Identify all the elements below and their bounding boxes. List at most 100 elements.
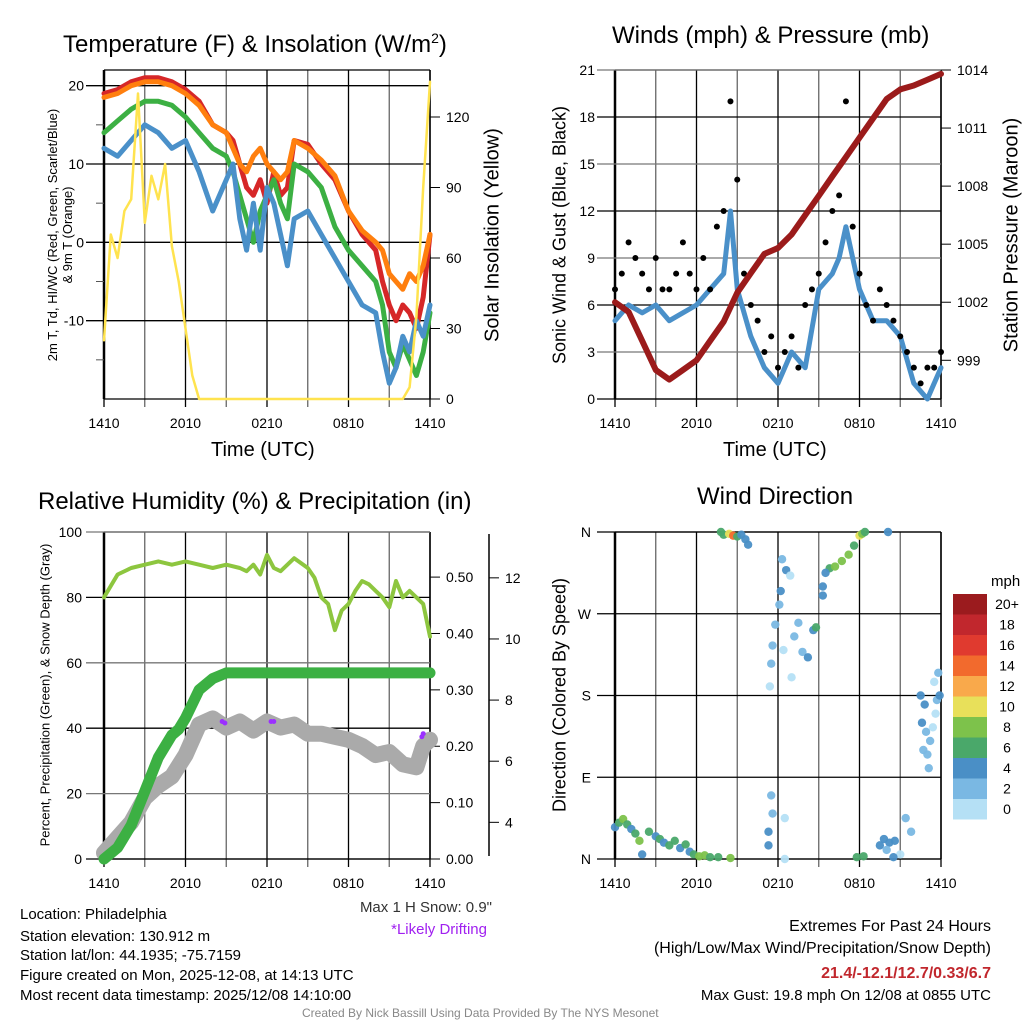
gust-point xyxy=(639,270,646,277)
y2-tick-label: 1008 xyxy=(957,178,988,194)
y-tick-label: 18 xyxy=(579,109,595,125)
direction-point xyxy=(821,568,830,578)
direction-point xyxy=(775,600,784,609)
direction-point xyxy=(890,836,900,846)
gust-point xyxy=(829,208,836,214)
direction-point xyxy=(787,673,796,682)
x-tick-label: 0810 xyxy=(844,875,875,891)
created-text: Figure created on Mon, 2025-12-08, at 14… xyxy=(20,967,354,984)
direction-point xyxy=(794,618,803,628)
legend-swatch xyxy=(953,635,987,656)
legend-swatch xyxy=(953,655,987,676)
gust-point xyxy=(836,192,843,199)
y2-tick-label: 1002 xyxy=(957,294,988,310)
direction-point xyxy=(860,527,870,537)
2m-td-line xyxy=(101,98,433,378)
gust-point xyxy=(781,349,788,355)
latlon-text: Station lat/lon: 44.1935; -75.7159 xyxy=(20,947,242,964)
y2-tick-label: 0.10 xyxy=(446,795,473,811)
gust-point xyxy=(612,286,618,293)
rh-chart-title: Relative Humidity (%) & Precipitation (i… xyxy=(38,488,472,515)
direction-point xyxy=(635,836,644,846)
x-tick-label: 1410 xyxy=(88,875,119,891)
direction-point xyxy=(934,668,943,677)
direction-point xyxy=(921,727,931,737)
direction-point xyxy=(896,850,905,859)
y3-tick-label: 6 xyxy=(505,753,513,769)
direction-point xyxy=(852,852,861,862)
direction-tick-label: E xyxy=(582,769,591,785)
recent-data-text: Most recent data timestamp: 2025/12/08 1… xyxy=(20,987,352,1004)
legend-swatch xyxy=(953,614,987,635)
x-tick-label: 0210 xyxy=(251,875,282,891)
y-tick-label: 10 xyxy=(68,156,84,172)
y-tick-label: 6 xyxy=(587,297,595,313)
legend-swatch xyxy=(953,758,987,779)
drifting-point xyxy=(420,731,426,737)
direction-point xyxy=(859,852,868,861)
9m-t-line xyxy=(101,79,433,292)
location-text: Location: Philadelphia xyxy=(20,906,167,923)
elevation-text: Station elevation: 130.912 m xyxy=(20,928,211,945)
direction-point xyxy=(714,852,723,862)
x-tick-label: 1410 xyxy=(925,875,956,891)
gust-point xyxy=(679,239,686,246)
gust-point xyxy=(897,333,904,340)
direction-point xyxy=(818,582,828,591)
direction-point xyxy=(764,827,773,836)
direction-point xyxy=(767,791,776,800)
gust-point xyxy=(842,98,849,105)
direction-point xyxy=(786,571,795,580)
legend-swatch xyxy=(953,696,987,717)
direction-point xyxy=(811,623,821,632)
direction-point xyxy=(776,586,785,596)
direction-point xyxy=(779,645,788,655)
direction-point xyxy=(681,840,690,849)
legend-label: 8 xyxy=(1003,719,1011,735)
y-tick-label: 12 xyxy=(579,203,595,219)
direction-point xyxy=(818,591,828,600)
direction-point xyxy=(765,682,775,691)
gust-point xyxy=(815,270,822,277)
direction-point xyxy=(790,632,799,641)
gust-point xyxy=(707,286,714,293)
gust-point xyxy=(910,364,917,371)
y2-tick-label: 1014 xyxy=(957,62,988,78)
gust-point xyxy=(795,364,802,371)
gust-point xyxy=(856,270,863,277)
direction-point xyxy=(798,647,807,657)
legend-label: 12 xyxy=(999,678,1015,694)
y2-tick-label: 0.00 xyxy=(446,851,473,867)
extremes-title: Extremes For Past 24 Hours xyxy=(789,918,991,935)
legend-label: 20+ xyxy=(995,596,1019,612)
direction-tick-label: S xyxy=(582,688,591,704)
gust-point xyxy=(883,302,890,308)
direction-point xyxy=(780,813,789,823)
temp-y2label: Solar Insolation (Yellow) xyxy=(481,128,504,342)
x-tick-label: 0210 xyxy=(762,415,793,431)
y2-tick-label: 90 xyxy=(446,180,462,196)
y-tick-label: 60 xyxy=(66,655,82,671)
gust-point xyxy=(924,364,931,371)
temp-ylabel: 2m T, Td, HI/WC (Red, Green, Scarlet/Blu… xyxy=(45,109,75,361)
wind-xlabel: Time (UTC) xyxy=(723,439,827,461)
direction-point xyxy=(705,852,715,862)
gust-point xyxy=(666,286,673,293)
direction-point xyxy=(670,836,679,846)
gust-point xyxy=(768,333,775,340)
gust-point xyxy=(720,208,727,214)
y-tick-label: 9 xyxy=(587,250,595,266)
direction-point xyxy=(743,540,753,549)
y2-tick-label: 0.50 xyxy=(446,569,473,585)
y2-tick-label: 60 xyxy=(446,250,462,266)
y-tick-label: 0 xyxy=(74,851,82,867)
y2-tick-label: 0.20 xyxy=(446,738,473,754)
y3-tick-label: 4 xyxy=(505,814,513,830)
direction-point xyxy=(923,750,932,759)
legend-label: 0 xyxy=(1003,801,1011,817)
speed-legend-title: mph xyxy=(991,573,1021,590)
gust-point xyxy=(659,286,666,293)
gust-point xyxy=(931,364,938,371)
y-tick-label: 0 xyxy=(76,234,84,250)
gust-point xyxy=(863,302,870,308)
